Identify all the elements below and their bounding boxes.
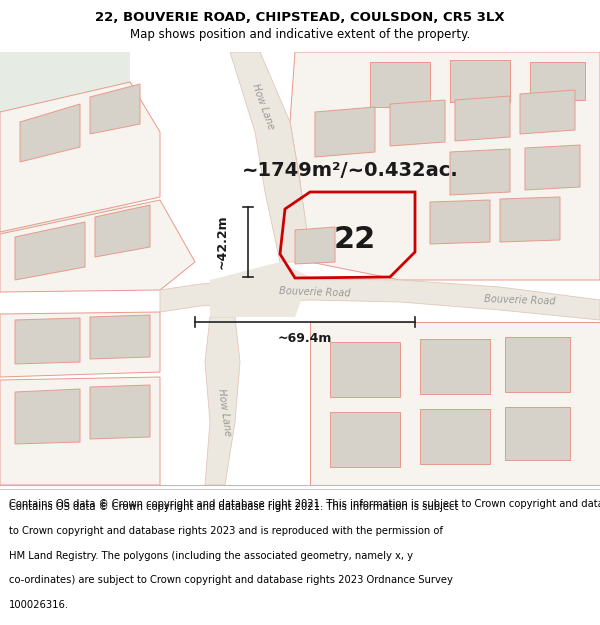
Polygon shape	[20, 104, 80, 162]
Polygon shape	[450, 60, 510, 102]
Polygon shape	[315, 107, 375, 157]
Text: Map shows position and indicative extent of the property.: Map shows position and indicative extent…	[130, 28, 470, 41]
Text: ~42.2m: ~42.2m	[215, 214, 229, 269]
Text: co-ordinates) are subject to Crown copyright and database rights 2023 Ordnance S: co-ordinates) are subject to Crown copyr…	[9, 575, 453, 585]
Polygon shape	[15, 318, 80, 364]
Polygon shape	[210, 262, 310, 317]
Text: 22: 22	[334, 226, 376, 254]
Text: 100026316.: 100026316.	[9, 600, 69, 610]
Text: How Lane: How Lane	[250, 82, 276, 131]
Polygon shape	[505, 337, 570, 392]
Polygon shape	[450, 149, 510, 195]
Text: Contains OS data © Crown copyright and database right 2021. This information is : Contains OS data © Crown copyright and d…	[9, 499, 600, 509]
Text: to Crown copyright and database rights 2023 and is reproduced with the permissio: to Crown copyright and database rights 2…	[9, 526, 443, 536]
Text: Contains OS data © Crown copyright and database right 2021. This information is : Contains OS data © Crown copyright and d…	[9, 502, 458, 512]
Polygon shape	[525, 145, 580, 190]
Polygon shape	[230, 52, 310, 262]
Polygon shape	[15, 389, 80, 444]
Text: ~1749m²/~0.432ac.: ~1749m²/~0.432ac.	[242, 161, 458, 179]
Polygon shape	[0, 82, 130, 262]
Text: Bouverie Road: Bouverie Road	[484, 294, 556, 306]
Text: ~69.4m: ~69.4m	[278, 331, 332, 344]
Polygon shape	[90, 84, 140, 134]
Polygon shape	[0, 200, 195, 292]
Polygon shape	[420, 339, 490, 394]
Polygon shape	[160, 279, 600, 320]
Polygon shape	[15, 222, 85, 280]
Polygon shape	[420, 409, 490, 464]
Polygon shape	[500, 197, 560, 242]
Polygon shape	[290, 52, 600, 280]
Polygon shape	[0, 377, 160, 485]
Polygon shape	[430, 200, 490, 244]
Polygon shape	[95, 205, 150, 257]
Polygon shape	[0, 312, 160, 377]
Polygon shape	[370, 62, 430, 107]
Polygon shape	[390, 100, 445, 146]
Polygon shape	[505, 407, 570, 460]
Text: 22, BOUVERIE ROAD, CHIPSTEAD, COULSDON, CR5 3LX: 22, BOUVERIE ROAD, CHIPSTEAD, COULSDON, …	[95, 11, 505, 24]
Polygon shape	[205, 317, 240, 485]
Polygon shape	[330, 342, 400, 397]
Polygon shape	[520, 90, 575, 134]
Text: Bouverie Road: Bouverie Road	[279, 286, 351, 298]
Polygon shape	[0, 82, 160, 232]
Polygon shape	[330, 412, 400, 467]
Polygon shape	[295, 227, 335, 264]
Polygon shape	[0, 52, 130, 197]
Polygon shape	[530, 62, 585, 100]
Polygon shape	[310, 322, 600, 485]
Text: HM Land Registry. The polygons (including the associated geometry, namely x, y: HM Land Registry. The polygons (includin…	[9, 551, 413, 561]
Polygon shape	[90, 385, 150, 439]
Polygon shape	[90, 315, 150, 359]
Polygon shape	[455, 96, 510, 141]
Text: How Lane: How Lane	[216, 388, 232, 436]
Polygon shape	[0, 52, 130, 262]
